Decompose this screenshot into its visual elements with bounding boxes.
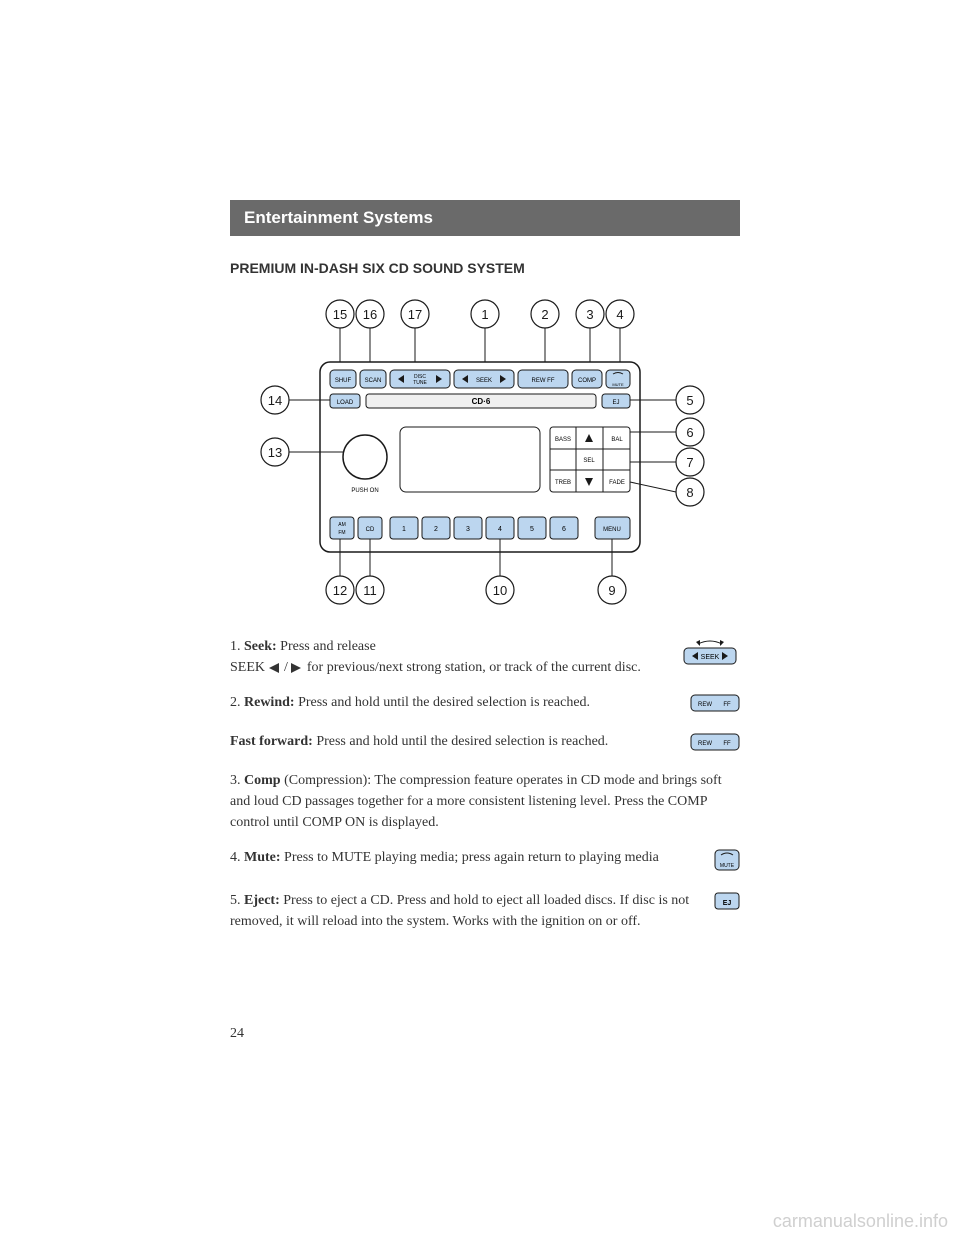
svg-text:FADE: FADE	[609, 480, 625, 486]
mute-button-icon: MUTE	[714, 849, 740, 871]
svg-text:8: 8	[686, 485, 693, 500]
svg-text:BASS: BASS	[555, 437, 571, 443]
svg-text:TREB: TREB	[555, 480, 571, 486]
svg-text:FF: FF	[723, 741, 731, 747]
triangle-right-icon	[291, 663, 303, 673]
instruction-seek: 1. Seek: Press and release SEEK / for pr…	[230, 636, 740, 678]
svg-text:COMP: COMP	[578, 378, 596, 384]
radio-diagram: 15 16 17 1 2 3 4 SHUF SCAN DISC TUNE	[240, 292, 730, 612]
instruction-eject: 5. Eject: Press to eject a CD. Press and…	[230, 890, 740, 932]
instruction-ff: Fast forward: Press and hold until the d…	[230, 731, 740, 756]
section-title: PREMIUM IN-DASH SIX CD SOUND SYSTEM	[230, 260, 740, 276]
svg-text:BAL: BAL	[611, 437, 623, 443]
triangle-left-icon	[269, 663, 281, 673]
instruction-rewind: 2. Rewind: Press and hold until the desi…	[230, 692, 740, 717]
svg-text:FM: FM	[338, 530, 345, 536]
svg-text:3: 3	[586, 307, 593, 322]
svg-text:REW: REW	[698, 702, 712, 708]
svg-text:2: 2	[434, 526, 438, 533]
svg-text:MENU: MENU	[603, 527, 621, 533]
svg-text:2: 2	[541, 307, 548, 322]
svg-text:4: 4	[616, 307, 623, 322]
svg-text:13: 13	[268, 445, 282, 460]
rew-ff-button-icon: REW FF	[690, 694, 740, 712]
page-header: Entertainment Systems	[230, 200, 740, 236]
svg-text:5: 5	[530, 526, 534, 533]
svg-text:CD: CD	[366, 527, 375, 533]
instruction-comp: 3. Comp (Compression): The compression f…	[230, 770, 740, 833]
svg-text:5: 5	[686, 393, 693, 408]
svg-text:PUSH ON: PUSH ON	[351, 488, 378, 494]
svg-text:SCAN: SCAN	[365, 378, 382, 384]
svg-text:EJ: EJ	[612, 400, 619, 406]
svg-text:EJ: EJ	[723, 900, 732, 907]
svg-text:12: 12	[333, 583, 347, 598]
svg-text:17: 17	[408, 307, 422, 322]
svg-text:MUTE: MUTE	[612, 382, 624, 387]
svg-text:REW FF: REW FF	[532, 378, 555, 384]
svg-text:14: 14	[268, 393, 282, 408]
svg-text:3: 3	[466, 526, 470, 533]
instruction-mute: 4. Mute: Press to MUTE playing media; pr…	[230, 847, 740, 876]
svg-text:REW: REW	[698, 741, 712, 747]
svg-text:6: 6	[686, 425, 693, 440]
svg-text:6: 6	[562, 526, 566, 533]
svg-text:SHUF: SHUF	[335, 378, 352, 384]
svg-text:CD·6: CD·6	[472, 397, 491, 406]
page-number: 24	[230, 1026, 244, 1042]
svg-text:7: 7	[686, 455, 693, 470]
watermark: carmanualsonline.info	[773, 1211, 948, 1232]
eject-button-icon: EJ	[714, 892, 740, 910]
svg-text:MUTE: MUTE	[720, 863, 735, 869]
svg-text:SEL: SEL	[583, 458, 595, 464]
svg-text:9: 9	[608, 583, 615, 598]
svg-text:4: 4	[498, 526, 502, 533]
svg-text:11: 11	[363, 583, 377, 598]
svg-text:SEEK: SEEK	[476, 378, 492, 384]
svg-text:16: 16	[363, 307, 377, 322]
svg-text:LOAD: LOAD	[337, 400, 354, 406]
seek-button-icon: SEEK	[680, 638, 740, 666]
svg-text:15: 15	[333, 307, 347, 322]
rew-ff-button-icon: REW FF	[690, 733, 740, 751]
svg-text:AM: AM	[338, 522, 346, 528]
svg-text:TUNE: TUNE	[413, 380, 427, 386]
svg-text:FF: FF	[723, 702, 731, 708]
svg-text:1: 1	[481, 307, 488, 322]
svg-text:10: 10	[493, 583, 507, 598]
svg-text:SEEK: SEEK	[701, 654, 720, 661]
svg-text:1: 1	[402, 526, 406, 533]
